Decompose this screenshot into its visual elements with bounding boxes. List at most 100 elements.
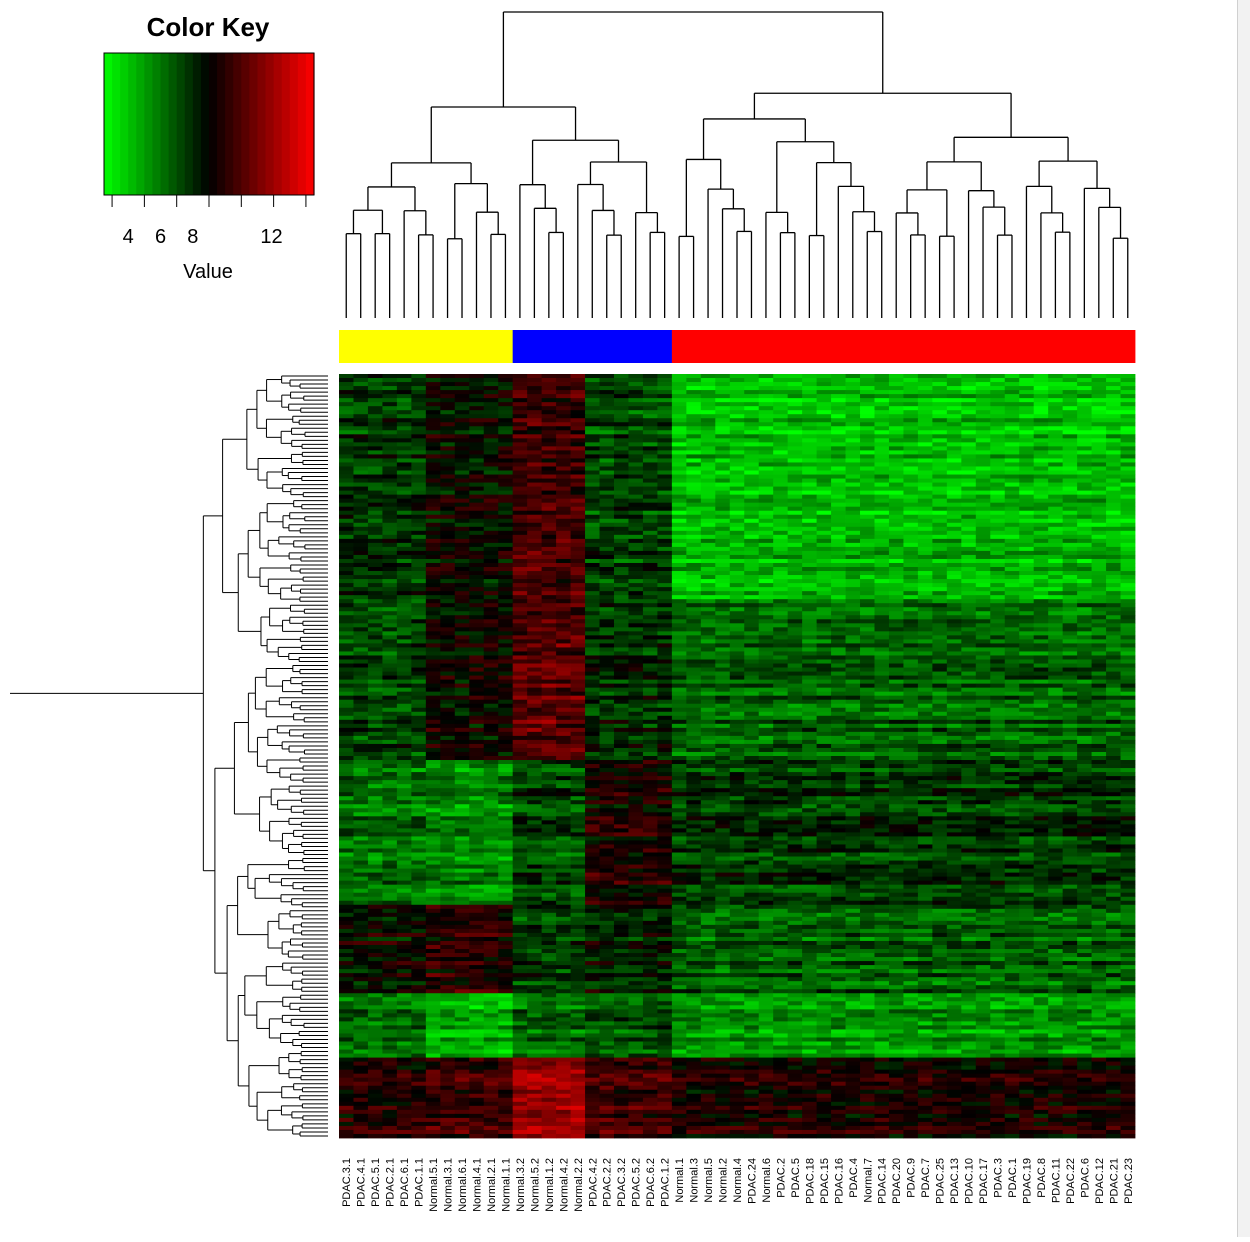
heatmap-cell — [788, 579, 803, 583]
heatmap-cell — [672, 378, 687, 382]
heatmap-cell — [657, 390, 672, 394]
heatmap-cell — [990, 378, 1005, 382]
heatmap-cell — [614, 503, 629, 507]
heatmap-cell — [614, 418, 629, 422]
heatmap-cell — [846, 479, 861, 483]
heatmap-cell — [903, 579, 918, 583]
heatmap-cell — [353, 499, 368, 503]
heatmap-cell — [715, 655, 730, 659]
heatmap-cell — [961, 499, 976, 503]
heatmap-cell — [411, 591, 426, 595]
heatmap-cell — [368, 450, 383, 454]
heatmap-cell — [701, 607, 716, 611]
heatmap-cell — [513, 531, 528, 535]
heatmap-cell — [469, 414, 484, 418]
heatmap-cell — [484, 599, 499, 603]
heatmap-cell — [657, 386, 672, 390]
heatmap-cell — [628, 406, 643, 410]
heatmap-cell — [455, 639, 470, 643]
heatmap-cell — [426, 551, 441, 555]
heatmap-cell — [1077, 668, 1092, 672]
heatmap-cell — [628, 631, 643, 635]
heatmap-cell — [571, 483, 586, 487]
heatmap-cell — [715, 471, 730, 475]
heatmap-cell — [397, 599, 412, 603]
heatmap-cell — [397, 475, 412, 479]
heatmap-cell — [1077, 611, 1092, 615]
heatmap-cell — [817, 659, 832, 663]
heatmap-cell — [339, 450, 354, 454]
heatmap-cell — [730, 430, 745, 434]
heatmap-cell — [585, 583, 600, 587]
heatmap-cell — [686, 643, 701, 647]
heatmap-cell — [1092, 599, 1107, 603]
heatmap-cell — [1121, 651, 1136, 655]
heatmap-cell — [701, 579, 716, 583]
heatmap-cell — [1121, 579, 1136, 583]
heatmap-cell — [614, 378, 629, 382]
heatmap-cell — [426, 438, 441, 442]
heatmap-cell — [1077, 386, 1092, 390]
heatmap-cell — [802, 659, 817, 663]
heatmap-cell — [600, 442, 615, 446]
heatmap-cell — [846, 643, 861, 647]
heatmap-cell — [440, 402, 455, 406]
heatmap-cell — [990, 507, 1005, 511]
heatmap-cell — [585, 635, 600, 639]
heatmap-cell — [1048, 563, 1063, 567]
heatmap-cell — [498, 676, 513, 680]
heatmap-cell — [426, 454, 441, 458]
heatmap-cell — [484, 547, 499, 551]
heatmap-cell — [831, 535, 846, 539]
heatmap-cell — [976, 495, 991, 499]
heatmap-cell — [918, 531, 933, 535]
heatmap-cell — [469, 487, 484, 491]
heatmap-cell — [382, 471, 397, 475]
heatmap-cell — [440, 668, 455, 672]
heatmap-cell — [1077, 535, 1092, 539]
heatmap-cell — [339, 507, 354, 511]
heatmap-cell — [846, 519, 861, 523]
heatmap-cell — [744, 647, 759, 651]
heatmap-cell — [556, 402, 571, 406]
heatmap-cell — [730, 446, 745, 450]
heatmap-cell — [643, 563, 658, 567]
heatmap-cell — [614, 543, 629, 547]
heatmap-cell — [1121, 450, 1136, 454]
heatmap-cell — [802, 462, 817, 466]
heatmap-cell — [628, 635, 643, 639]
heatmap-cell — [889, 422, 904, 426]
heatmap-cell — [889, 639, 904, 643]
heatmap-cell — [932, 672, 947, 676]
heatmap-cell — [1092, 547, 1107, 551]
heatmap-cell — [788, 523, 803, 527]
heatmap-cell — [484, 639, 499, 643]
heatmap-cell — [411, 418, 426, 422]
heatmap-cell — [802, 615, 817, 619]
heatmap-cell — [628, 587, 643, 591]
heatmap-cell — [961, 619, 976, 623]
heatmap-cell — [961, 519, 976, 523]
heatmap-cell — [715, 535, 730, 539]
heatmap-cell — [426, 458, 441, 462]
heatmap-cell — [368, 466, 383, 470]
heatmap-cell — [802, 378, 817, 382]
heatmap-cell — [585, 639, 600, 643]
heatmap-cell — [657, 503, 672, 507]
heatmap-cell — [1034, 487, 1049, 491]
heatmap-cell — [368, 475, 383, 479]
heatmap-cell — [773, 583, 788, 587]
heatmap-cell — [672, 390, 687, 394]
heatmap-cell — [368, 563, 383, 567]
heatmap-cell — [657, 631, 672, 635]
heatmap-cell — [614, 471, 629, 475]
heatmap-cell — [715, 515, 730, 519]
heatmap-cell — [397, 603, 412, 607]
heatmap-cell — [889, 454, 904, 458]
heatmap-cell — [874, 647, 889, 651]
heatmap-cell — [802, 394, 817, 398]
heatmap-cell — [874, 458, 889, 462]
heatmap-cell — [614, 615, 629, 619]
heatmap-cell — [484, 458, 499, 462]
heatmap-cell — [947, 672, 962, 676]
